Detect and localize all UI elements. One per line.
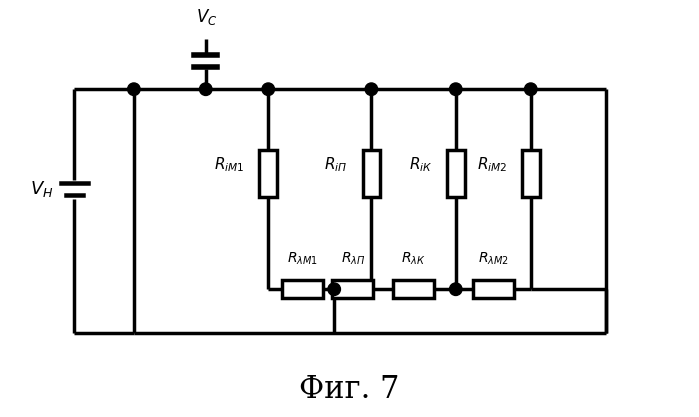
Text: $V_C$: $V_C$	[196, 7, 217, 27]
Text: $V_H$: $V_H$	[30, 179, 54, 199]
Circle shape	[365, 83, 377, 95]
Bar	[363, 150, 380, 197]
Text: $R_{\lambda\mathit{М}2}$: $R_{\lambda\mathit{М}2}$	[477, 251, 509, 267]
Bar	[473, 281, 514, 298]
Bar	[522, 150, 540, 197]
Text: $R_{i\mathit{К}}$: $R_{i\mathit{К}}$	[408, 155, 432, 173]
Text: $R_{\lambda\mathit{П}}$: $R_{\lambda\mathit{П}}$	[340, 251, 365, 267]
Text: $R_{\lambda\mathit{К}}$: $R_{\lambda\mathit{К}}$	[401, 251, 426, 267]
Text: $R_{i\mathit{М}1}$: $R_{i\mathit{М}1}$	[214, 155, 245, 173]
Circle shape	[262, 83, 275, 95]
Text: $R_{i\mathit{П}}$: $R_{i\mathit{П}}$	[324, 155, 347, 173]
Circle shape	[524, 83, 537, 95]
Text: Фиг. 7: Фиг. 7	[299, 374, 400, 405]
Bar	[447, 150, 465, 197]
Bar	[333, 281, 373, 298]
Circle shape	[328, 283, 340, 296]
Circle shape	[128, 83, 140, 95]
Circle shape	[449, 283, 462, 296]
Text: $R_{\lambda\mathit{М}1}$: $R_{\lambda\mathit{М}1}$	[287, 251, 318, 267]
Text: $R_{i\mathit{М}2}$: $R_{i\mathit{М}2}$	[477, 155, 507, 173]
Bar	[282, 281, 323, 298]
Circle shape	[449, 83, 462, 95]
Bar	[259, 150, 277, 197]
Circle shape	[199, 83, 212, 95]
Bar	[394, 281, 434, 298]
